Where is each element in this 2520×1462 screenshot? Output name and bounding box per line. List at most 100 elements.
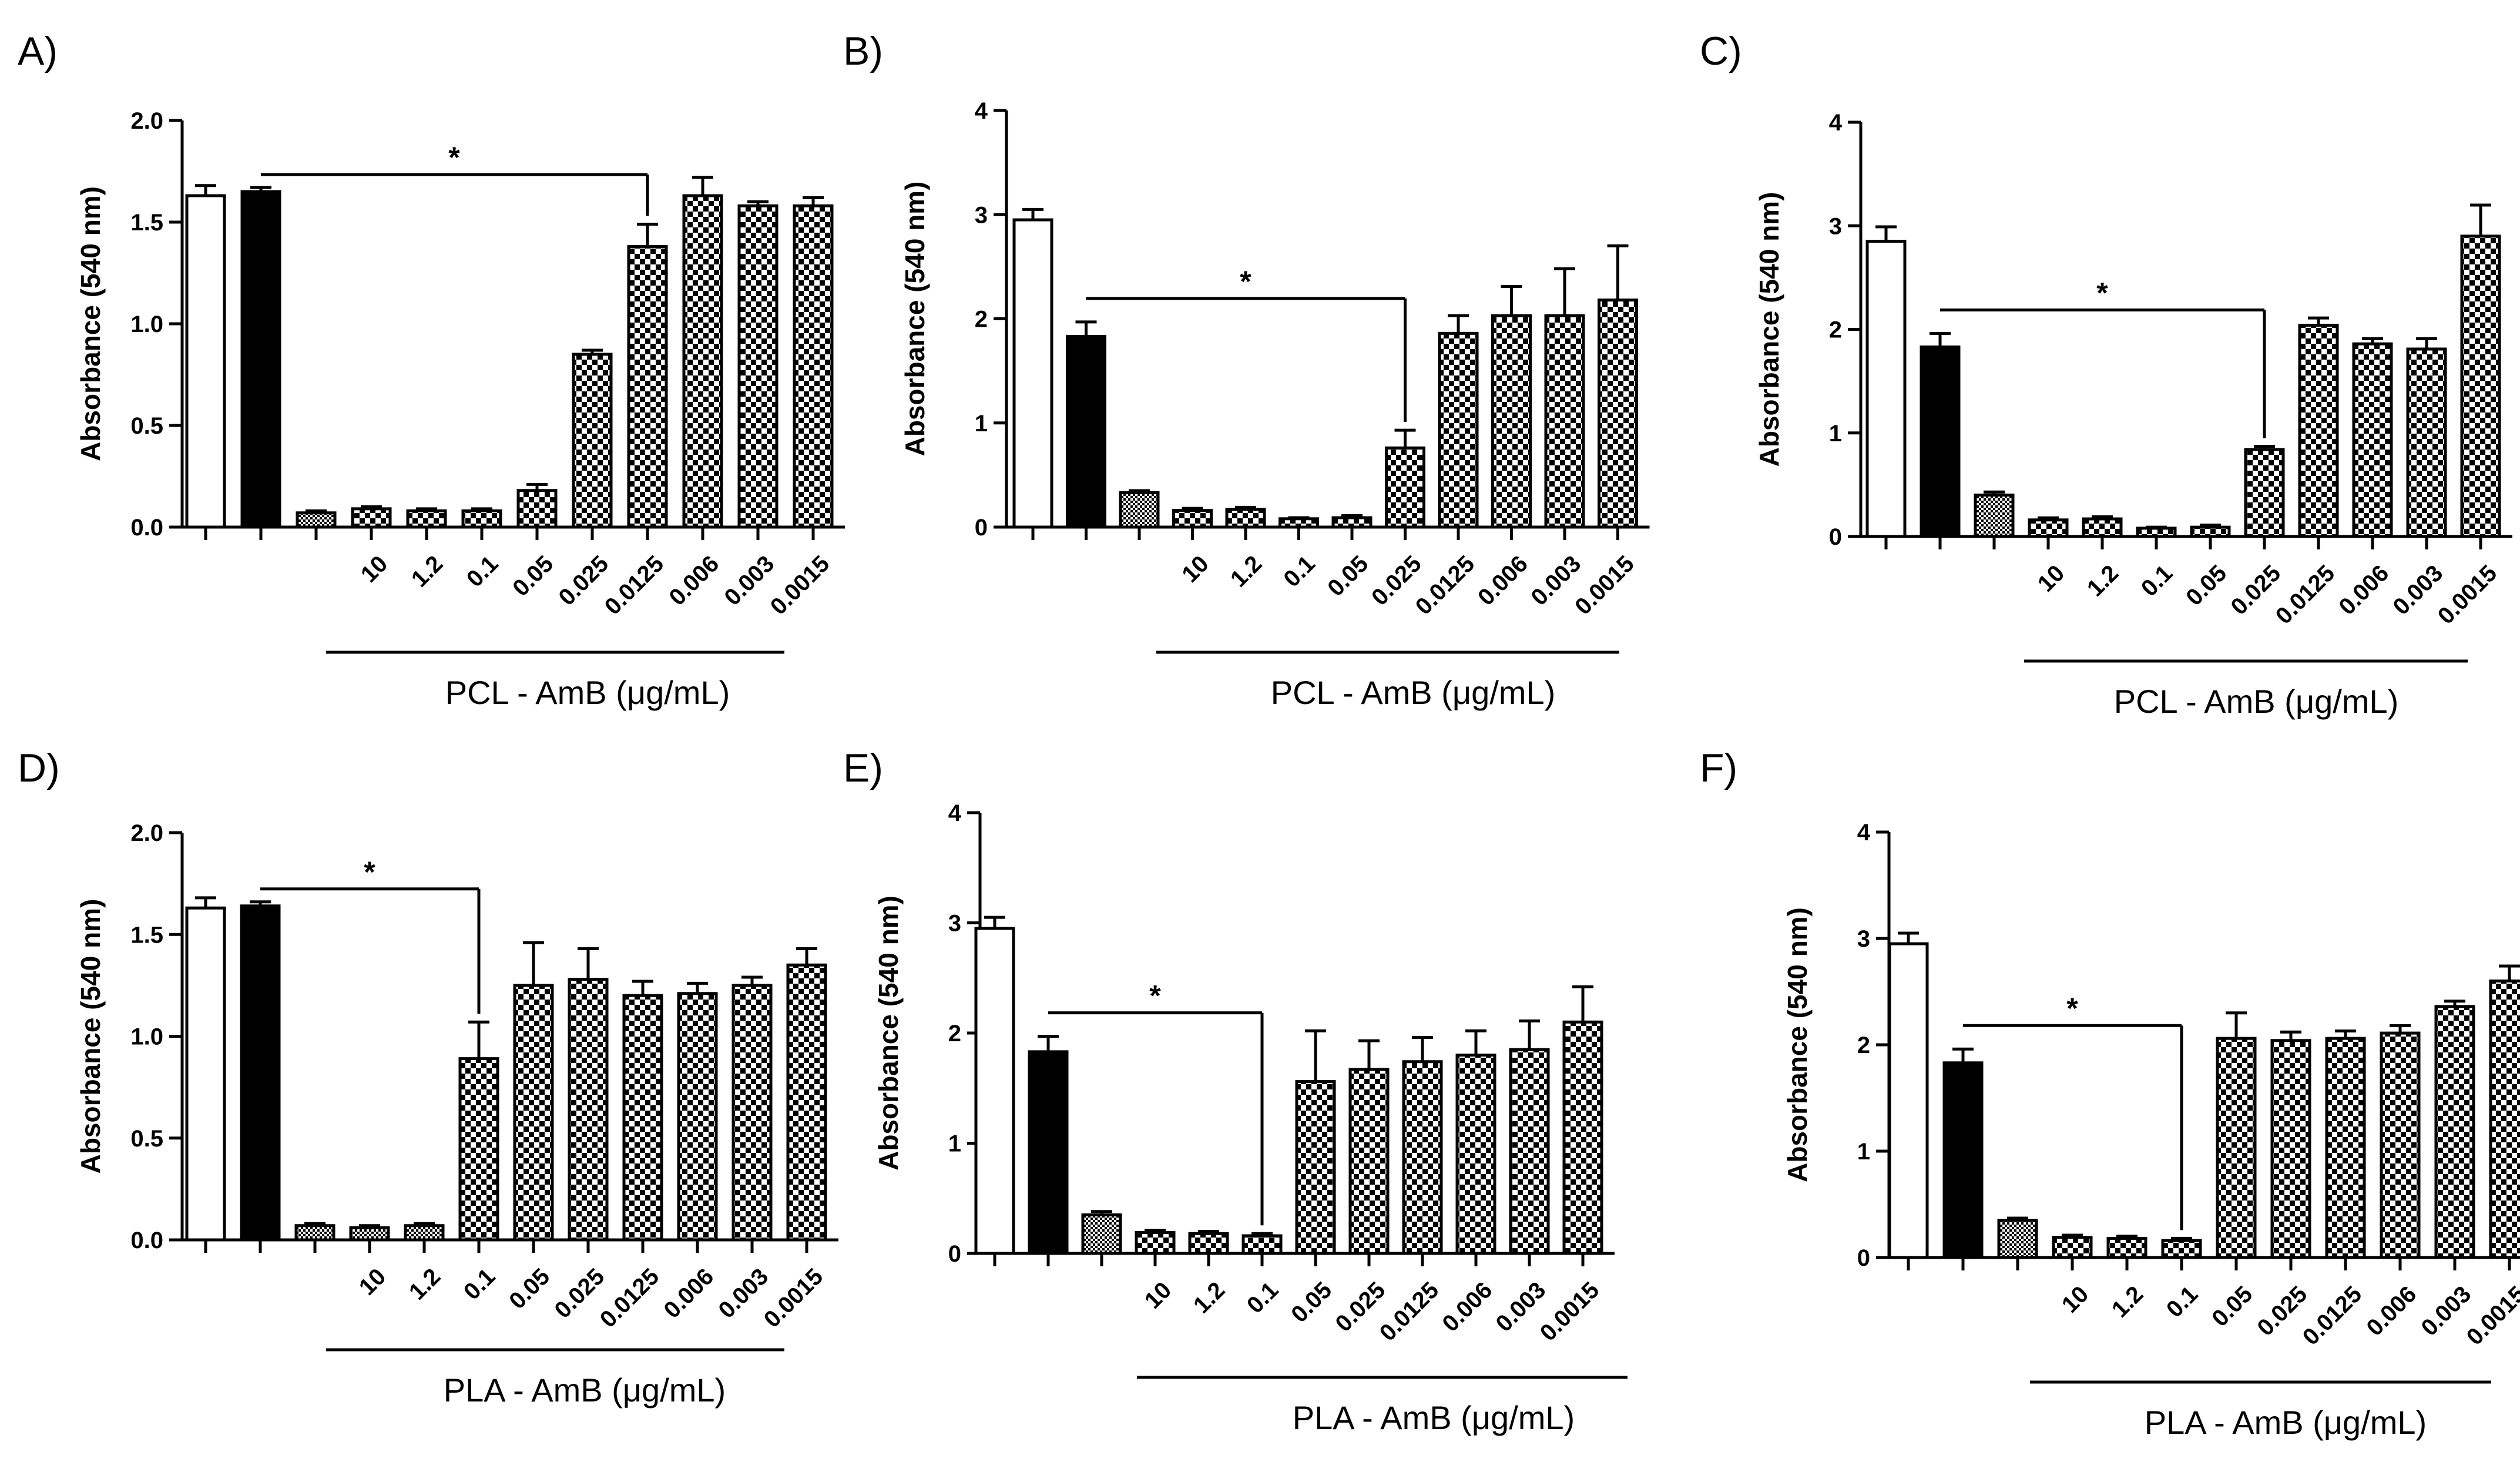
x-tick-label: 0.006 (2334, 560, 2394, 620)
bar-7 (2216, 1037, 2257, 1259)
panel-letter: C) (1700, 29, 1742, 73)
group-label: PLA - AmB (μg/mL) (2145, 1404, 2427, 1441)
y-tick-label: 2 (948, 1021, 961, 1047)
bar-10 (1491, 314, 1532, 529)
x-tick-label: 0.1 (462, 551, 503, 592)
bar-4 (2052, 1236, 2093, 1259)
y-tick-label: 1.0 (130, 1024, 163, 1050)
bar-6 (1279, 517, 1319, 529)
x-tick-label: 1.2 (404, 1263, 445, 1305)
x-tick-label: 0.0125 (595, 1263, 665, 1333)
bar-11 (1544, 314, 1585, 529)
y-tick-label: 0 (1829, 524, 1842, 550)
x-tick-label: 0.1 (1279, 551, 1320, 592)
bar-7 (1295, 1080, 1336, 1255)
x-tick-label: 0.1 (2162, 1281, 2203, 1322)
x-tick-label: 0.05 (2181, 560, 2232, 611)
bar-8 (1348, 1068, 1390, 1255)
bar-12 (2489, 979, 2520, 1259)
x-tick-label: 0.1 (2136, 560, 2177, 601)
x-tick-label: 0.0015 (2462, 1281, 2520, 1350)
x-tick-label: 10 (356, 551, 393, 588)
y-tick-label: 0.0 (130, 1228, 163, 1253)
y-tick-label: 1 (948, 1131, 961, 1157)
x-tick-label: 0.006 (664, 551, 724, 611)
y-tick-label: 1 (975, 411, 988, 437)
bar-10 (677, 992, 718, 1242)
x-tick-label: 0.1 (1242, 1277, 1283, 1318)
bar-1 (974, 927, 1015, 1255)
bar-3 (1119, 491, 1160, 529)
bar-7 (2190, 525, 2231, 538)
bar-2 (1028, 1050, 1069, 1255)
chart-panel-3: C) 0 1 2 3 4 Absorbance (540 nm) 10 1.2 0.1 0.05 0.… (1700, 29, 2512, 720)
x-tick-label: 1.2 (2107, 1281, 2148, 1322)
bar-2 (1920, 345, 1961, 538)
bar-11 (2406, 347, 2447, 538)
y-tick-label: 0.5 (130, 413, 163, 439)
x-tick-label: 0.0125 (2298, 1281, 2367, 1350)
y-tick-label: 0.0 (130, 515, 163, 541)
bar-5 (404, 1224, 445, 1242)
bar-5 (1225, 508, 1266, 529)
bar-6 (2136, 527, 2177, 538)
significance-star: * (2066, 992, 2078, 1025)
bar-9 (2298, 323, 2339, 538)
y-axis-label: Absorbance (540 nm) (1754, 192, 1784, 467)
y-tick-label: 2 (1857, 1032, 1870, 1058)
y-tick-label: 1.5 (130, 922, 163, 948)
group-label: PLA - AmB (μg/mL) (444, 1372, 726, 1409)
group-label: PCL - AmB (μg/mL) (445, 674, 730, 711)
bar-4 (349, 1226, 390, 1242)
y-tick-label: 1 (1857, 1139, 1870, 1165)
x-tick-label: 1.2 (1226, 551, 1267, 592)
bar-1 (1865, 240, 1907, 538)
y-axis-label: Absorbance (540 nm) (75, 899, 106, 1174)
bar-2 (240, 904, 281, 1242)
x-tick-label: 0.0015 (1570, 551, 1639, 620)
bar-9 (2325, 1037, 2366, 1259)
significance-star: * (2096, 277, 2108, 310)
bar-8 (572, 353, 613, 529)
bar-9 (627, 245, 668, 529)
group-label: PLA - AmB (μg/mL) (1293, 1399, 1575, 1436)
group-label: PCL - AmB (μg/mL) (1271, 674, 1556, 711)
x-tick-label: 0.006 (2361, 1281, 2421, 1341)
y-axis-label: Absorbance (540 nm) (1782, 907, 1813, 1182)
panel-letter: A) (18, 29, 58, 73)
bar-3 (1081, 1213, 1122, 1255)
y-tick-label: 3 (975, 202, 988, 228)
panel-letter: D) (18, 746, 60, 790)
x-tick-label: 10 (1140, 1277, 1177, 1314)
y-tick-label: 0.5 (130, 1126, 163, 1152)
bar-10 (1455, 1054, 1496, 1255)
y-tick-label: 0 (948, 1241, 961, 1267)
x-tick-label: 0.0125 (2271, 560, 2340, 629)
y-tick-label: 4 (1829, 110, 1843, 136)
bar-4 (2028, 518, 2069, 538)
bar-3 (1997, 1219, 2038, 1259)
x-tick-label: 10 (2033, 560, 2070, 597)
bar-7 (513, 984, 554, 1242)
bar-8 (568, 977, 609, 1242)
bar-2 (1942, 1061, 1984, 1259)
significance-star: * (1149, 980, 1161, 1012)
bar-12 (1562, 1020, 1603, 1255)
y-tick-label: 3 (1857, 926, 1870, 952)
bar-10 (682, 194, 723, 529)
bar-7 (1331, 516, 1373, 529)
bar-2 (240, 190, 281, 529)
y-axis-label: Absorbance (540 nm) (900, 182, 930, 457)
bar-5 (406, 509, 447, 529)
bar-1 (1888, 942, 1929, 1259)
panel-letter: B) (843, 29, 883, 73)
y-tick-label: 1.0 (130, 311, 163, 337)
bar-1 (185, 194, 226, 529)
x-tick-label: 0.05 (504, 1263, 555, 1314)
x-tick-label: 0.05 (1323, 551, 1373, 601)
bar-6 (458, 1057, 499, 1242)
y-tick-label: 2 (975, 307, 988, 333)
chart-panel-5: E) 0 1 2 3 4 Absorbance (540 nm) 10 1.2 0.1 0.05 0.… (843, 746, 1628, 1436)
x-tick-label: 0.0015 (1535, 1277, 1605, 1346)
